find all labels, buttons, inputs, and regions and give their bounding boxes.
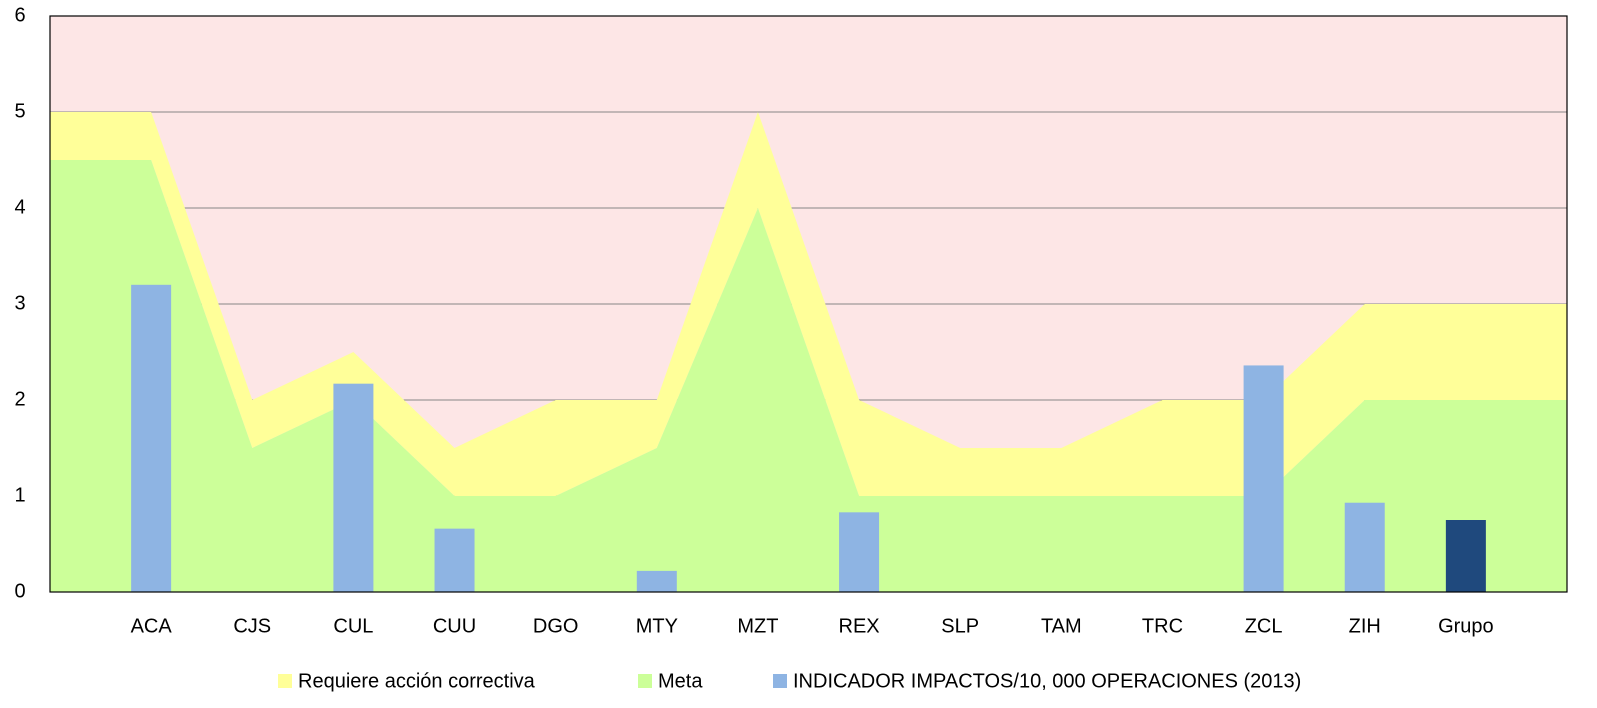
legend-swatch <box>773 674 787 688</box>
y-tick-label: 0 <box>14 580 25 602</box>
x-tick-label: MTY <box>636 615 678 637</box>
bar <box>434 528 475 592</box>
x-tick-label: DGO <box>533 615 579 637</box>
x-tick-label: ZCL <box>1245 615 1283 637</box>
x-tick-label: TAM <box>1041 615 1082 637</box>
x-tick-label: CJS <box>233 615 271 637</box>
bar <box>333 383 374 592</box>
x-tick-label: CUU <box>433 615 476 637</box>
legend-swatch <box>638 674 652 688</box>
y-tick-label: 2 <box>14 388 25 410</box>
area <box>50 112 1567 496</box>
legend-label: Meta <box>658 670 703 692</box>
bar <box>636 570 677 592</box>
x-tick-label: CUL <box>333 615 373 637</box>
legend-swatch <box>278 674 292 688</box>
x-tick-label: Grupo <box>1438 615 1494 637</box>
y-tick-label: 5 <box>14 100 25 122</box>
bar <box>131 284 172 592</box>
bar <box>1344 502 1385 592</box>
plot-border <box>49 15 1568 593</box>
x-tick-label: TRC <box>1142 615 1183 637</box>
x-tick-label: REX <box>839 615 880 637</box>
x-tick-label: SLP <box>941 615 979 637</box>
x-tick-label: ACA <box>131 615 173 637</box>
y-tick-label: 1 <box>14 484 25 506</box>
legend-label: Requiere acción correctiva <box>298 670 536 692</box>
bar <box>1445 520 1486 592</box>
x-tick-label: MZT <box>737 615 778 637</box>
y-tick-label: 4 <box>14 196 25 218</box>
legend-label: INDICADOR IMPACTOS/10, 000 OPERACIONES (… <box>793 670 1301 692</box>
area <box>50 160 1567 592</box>
bar <box>839 512 880 592</box>
y-tick-label: 6 <box>14 4 25 26</box>
y-tick-label: 3 <box>14 292 25 314</box>
x-tick-label: ZIH <box>1349 615 1381 637</box>
bar <box>1243 365 1284 592</box>
